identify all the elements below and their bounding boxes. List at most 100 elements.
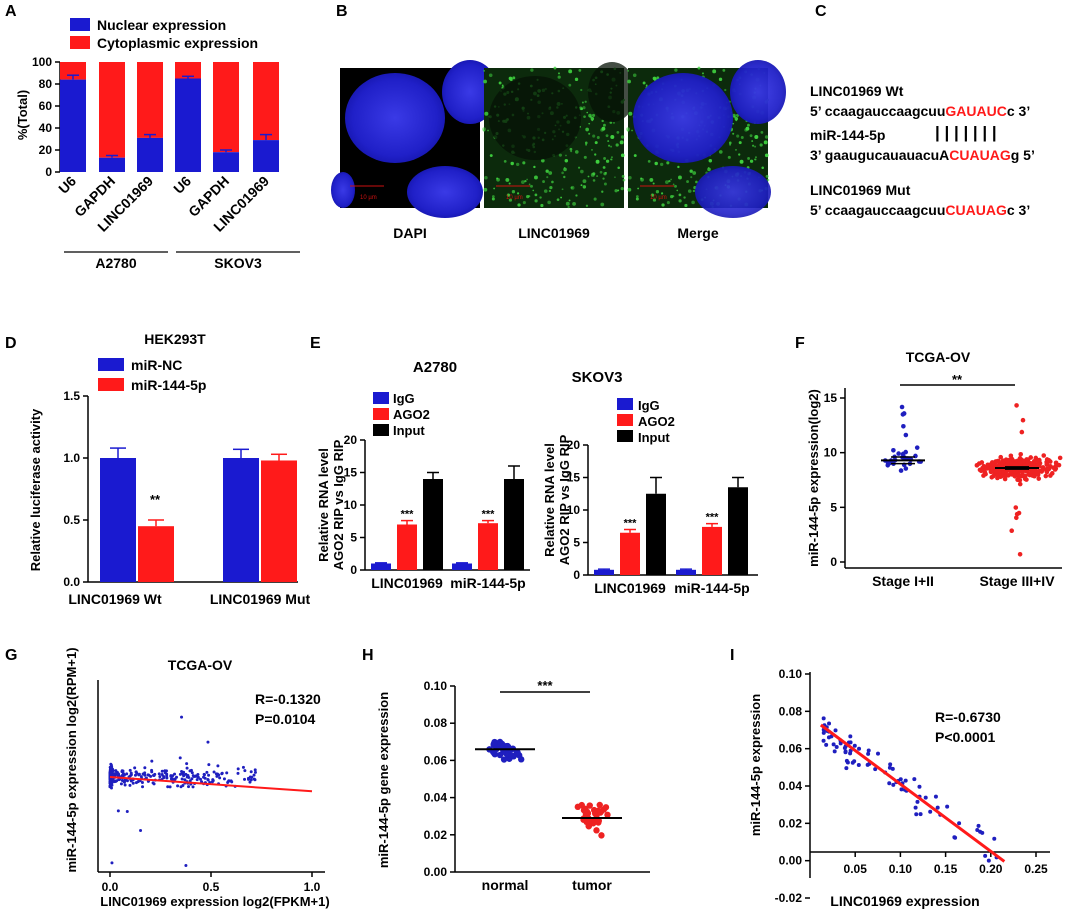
punctum [620, 187, 624, 191]
punctum [610, 135, 615, 140]
data-point [831, 742, 836, 747]
panel-e2-title: SKOV3 [572, 369, 623, 386]
panel-h-xlabel-tumor: tumor [572, 877, 612, 893]
data-point [1020, 417, 1026, 423]
punctum [728, 141, 732, 145]
punctum [489, 154, 493, 158]
data-point [824, 742, 829, 747]
data-point [873, 767, 878, 772]
punctum [620, 153, 625, 158]
punctum [572, 201, 576, 206]
punctum [718, 77, 723, 82]
punctum [601, 119, 604, 123]
data-point [890, 766, 895, 771]
punctum [735, 148, 737, 151]
bar-igg [594, 569, 614, 575]
punctum [740, 136, 744, 139]
data-point [246, 777, 250, 781]
data-point [1017, 478, 1023, 483]
data-point [184, 772, 188, 776]
punctum [568, 69, 573, 74]
data-point [496, 738, 504, 746]
data-point [518, 756, 525, 763]
group-label-a2780: A2780 [95, 255, 136, 271]
data-point [210, 780, 214, 784]
data-point [236, 771, 240, 775]
significance-label: *** [401, 509, 415, 521]
punctum [496, 177, 499, 180]
punctum [551, 180, 554, 184]
data-point [1035, 459, 1041, 464]
punctum [586, 111, 589, 114]
data-point [202, 775, 206, 779]
data-point [912, 777, 917, 782]
seq-wt-title: LINC01969 Wt [810, 83, 904, 99]
punctum [672, 183, 675, 186]
e1-legend-swatch-igg [373, 392, 389, 404]
data-point [1025, 460, 1031, 466]
data-point [591, 808, 599, 815]
punctum [580, 107, 584, 111]
data-point [1004, 473, 1009, 478]
data-point [596, 801, 603, 809]
panel-a-ytick-label: 100 [32, 55, 52, 69]
data-point [173, 772, 177, 776]
data-point [983, 471, 988, 477]
legend-label-mir-144: miR-144-5p [131, 377, 206, 393]
panel-d-yticks: 0.0 0.5 1.0 1.5 [63, 389, 88, 589]
data-point [928, 809, 933, 814]
panel-a-ytick-label: 80 [39, 77, 53, 91]
data-point [1008, 469, 1013, 474]
panel-a-ytick-label: 40 [39, 121, 53, 135]
punctum [613, 122, 615, 124]
panel-g-ylabel: miR-144-5p expression log2(RPM+1) [64, 647, 79, 872]
punctum [708, 158, 713, 163]
data-point [202, 772, 206, 776]
punctum [575, 194, 578, 197]
data-point [1012, 473, 1017, 478]
punctum [581, 101, 584, 104]
punctum [526, 178, 528, 181]
e2-legend-label-igg: IgG [638, 398, 660, 413]
data-point [1017, 481, 1023, 487]
punctum [580, 88, 583, 92]
data-point [918, 812, 923, 817]
scale-label-linc: 10 µm [506, 195, 523, 201]
punctum [666, 161, 670, 165]
data-point [827, 721, 832, 726]
punctum [540, 203, 544, 208]
punctum [487, 129, 489, 132]
punctum [687, 189, 692, 193]
data-point [984, 466, 990, 471]
e1-legend-swatch-input [373, 424, 389, 436]
punctum [505, 177, 510, 182]
panel-g: G TCGA-OV miR-144-5p expression log2(RPM… [5, 647, 330, 909]
punctum [665, 180, 669, 184]
e1-xlabel-linc: LINC01969 [371, 575, 443, 591]
seq-mir: 3’ gaaugucauauacuACUAUAGg 5’ [810, 147, 1035, 163]
punctum [622, 178, 626, 182]
punctum [732, 132, 735, 135]
panel-d-ytick-label: 0.5 [63, 513, 80, 527]
punctum [574, 150, 579, 154]
panel-g-xtick-label: 0.0 [102, 880, 119, 894]
significance-label: *** [706, 512, 720, 524]
data-point [602, 804, 610, 811]
punctum [564, 158, 569, 163]
data-point [218, 776, 222, 780]
panel-a: A Nuclear expression Cytoplasmic express… [5, 3, 300, 271]
panel-f-yticks: 0 5 10 15 [824, 391, 845, 569]
punctum [524, 179, 527, 183]
punctum [483, 187, 488, 192]
panel-d: D HEK293T miR-NC miR-144-5p Relative luc… [5, 331, 311, 607]
data-point [180, 715, 184, 719]
panel-f-ytick-label: 10 [824, 446, 838, 460]
punctum [578, 68, 582, 72]
data-point [185, 775, 189, 779]
data-point [903, 432, 909, 438]
panel-d-ytick-label: 1.5 [63, 389, 80, 403]
data-point [185, 762, 189, 766]
punctum [749, 159, 754, 163]
data-point [206, 778, 210, 782]
micrograph-linc01969: 10 µm [482, 62, 636, 209]
